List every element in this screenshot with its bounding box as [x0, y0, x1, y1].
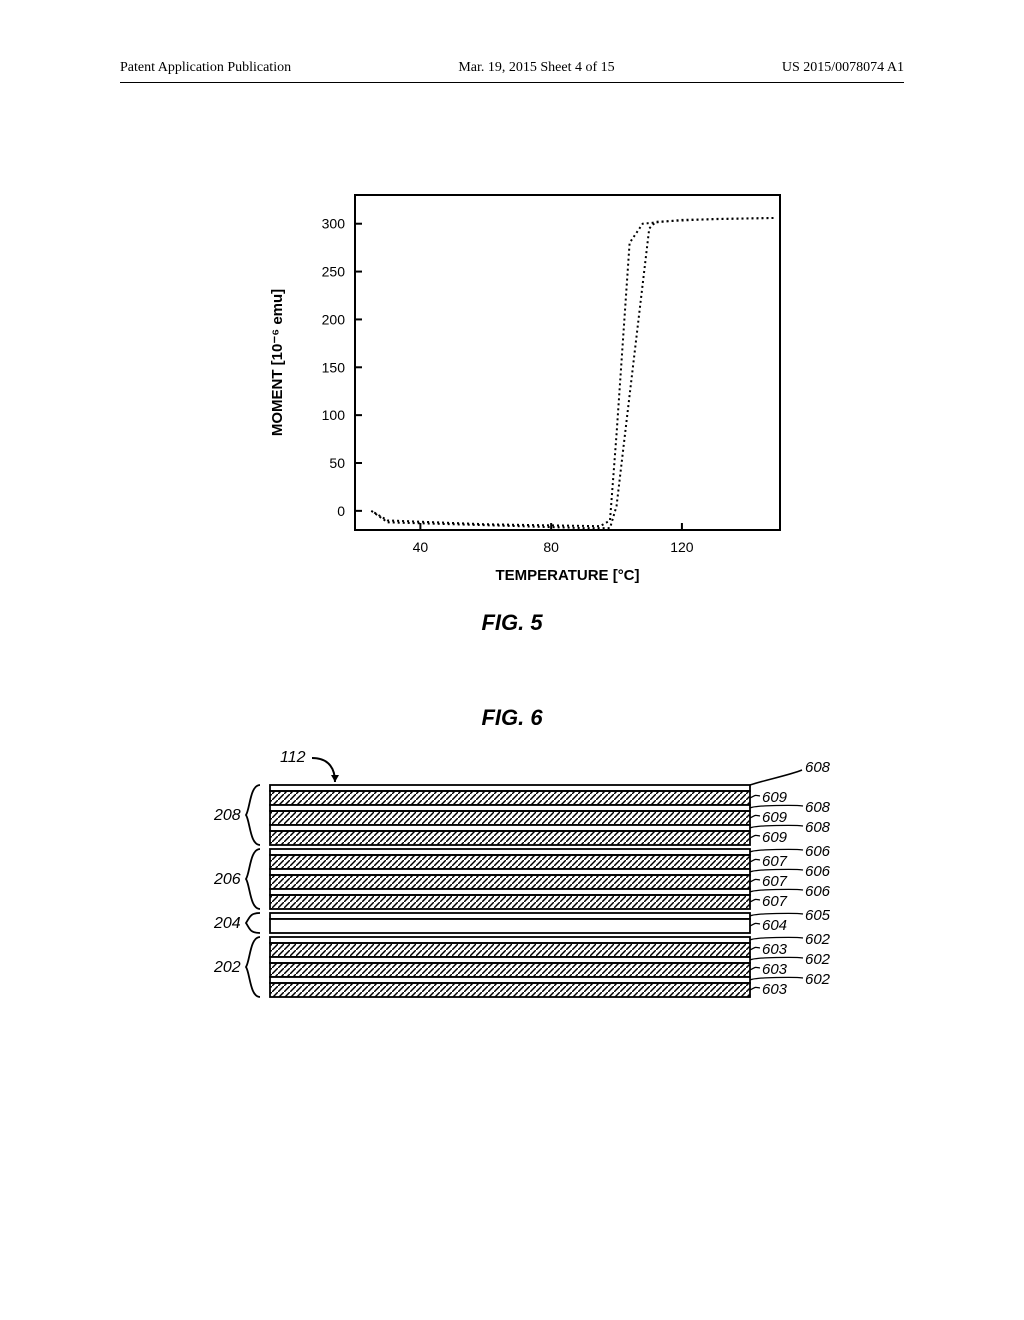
header-rule: [120, 82, 904, 83]
svg-text:603: 603: [762, 961, 788, 978]
svg-text:607: 607: [762, 873, 788, 890]
svg-text:602: 602: [805, 951, 831, 968]
svg-text:606: 606: [805, 883, 831, 900]
svg-text:603: 603: [762, 941, 788, 958]
svg-text:150: 150: [322, 359, 346, 375]
svg-text:605: 605: [805, 907, 831, 924]
svg-text:607: 607: [762, 893, 788, 910]
svg-text:120: 120: [670, 539, 694, 555]
svg-text:609: 609: [762, 809, 788, 826]
fig6-diagram: 112 608 609 608 609 608 609 208 606 607 606 607 606 6…: [200, 740, 860, 1080]
page-header: Patent Application Publication Mar. 19, …: [0, 60, 1024, 76]
svg-text:602: 602: [805, 931, 831, 948]
svg-text:204: 204: [213, 915, 241, 932]
svg-text:112: 112: [280, 749, 306, 766]
svg-text:604: 604: [762, 917, 787, 934]
svg-text:606: 606: [805, 843, 831, 860]
svg-text:602: 602: [805, 971, 831, 988]
svg-text:603: 603: [762, 981, 788, 998]
svg-text:206: 206: [213, 871, 241, 888]
fig5-svg: 0 50 100 150 200 250 300 40 80 120 TEMPERATURE [°C…: [260, 180, 800, 600]
svg-text:609: 609: [762, 789, 788, 806]
page: Patent Application Publication Mar. 19, …: [0, 0, 1024, 1320]
svg-text:606: 606: [805, 863, 831, 880]
header-center: Mar. 19, 2015 Sheet 4 of 15: [458, 60, 614, 76]
fig5-chart: 0 50 100 150 200 250 300 40 80 120 TEMPERATURE [°C…: [260, 180, 800, 600]
svg-text:TEMPERATURE [°C]: TEMPERATURE [°C]: [495, 567, 639, 584]
svg-text:250: 250: [322, 264, 346, 280]
svg-text:608: 608: [805, 819, 831, 836]
svg-text:80: 80: [543, 539, 559, 555]
svg-text:MOMENT [10⁻⁶ emu]: MOMENT [10⁻⁶ emu]: [269, 289, 286, 436]
svg-text:608: 608: [805, 759, 831, 776]
svg-text:202: 202: [213, 959, 241, 976]
fig6-svg: 112 608 609 608 609 608 609 208 606 607 606 607 606 6…: [200, 740, 860, 1080]
svg-text:100: 100: [322, 407, 346, 423]
svg-text:200: 200: [322, 311, 346, 327]
svg-text:608: 608: [805, 799, 831, 816]
svg-text:609: 609: [762, 829, 788, 846]
header-left: Patent Application Publication: [120, 60, 291, 76]
svg-text:40: 40: [413, 539, 429, 555]
svg-text:208: 208: [213, 807, 241, 824]
fig6-title: FIG. 6: [0, 705, 1024, 731]
svg-text:300: 300: [322, 216, 346, 232]
header-right: US 2015/0078074 A1: [782, 60, 904, 76]
svg-text:50: 50: [329, 455, 345, 471]
svg-text:607: 607: [762, 853, 788, 870]
svg-text:0: 0: [337, 503, 345, 519]
fig5-caption: FIG. 5: [0, 610, 1024, 636]
